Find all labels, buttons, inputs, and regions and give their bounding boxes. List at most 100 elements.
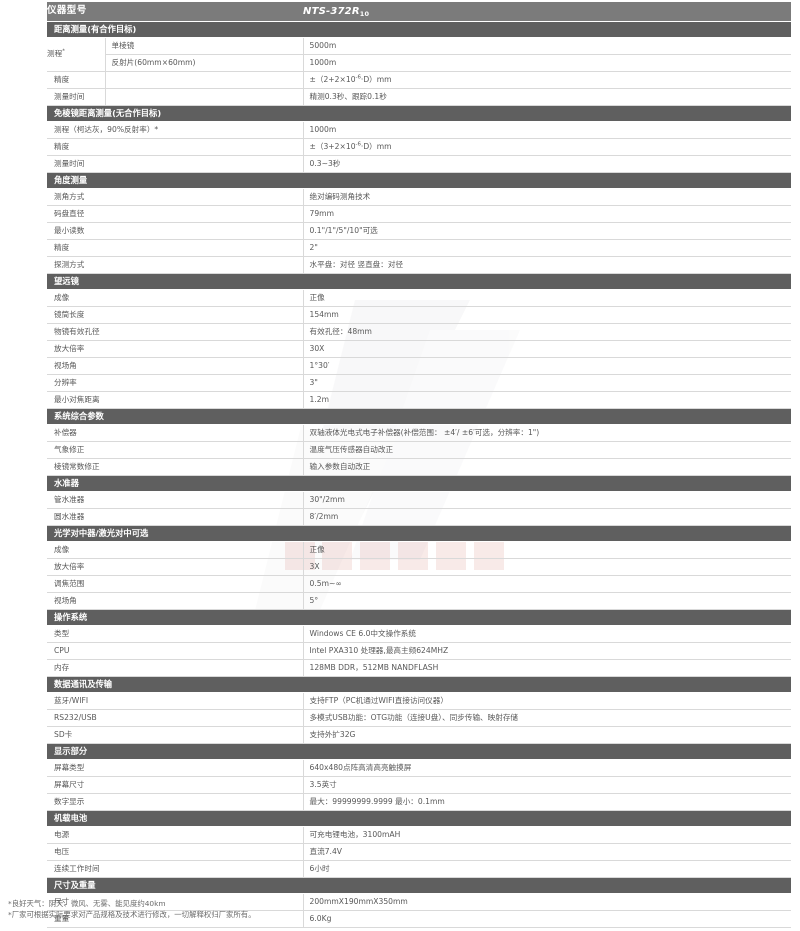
row-value: 支持FTP（PC机通过WIFI直接访问仪器） <box>303 692 792 710</box>
table-row: 放大倍率 30X <box>47 340 792 358</box>
section-header-row: 操作系统 <box>47 609 792 626</box>
row-value: 0.3~3秒 <box>303 155 792 173</box>
table-row: 测角方式 绝对编码测角技术 <box>47 188 792 206</box>
table-row: 屏幕尺寸 3.5英寸 <box>47 776 792 794</box>
table-row: 分辨率 3" <box>47 374 792 392</box>
table-row: 测程（柯达灰，90%反射率）* 1000m <box>47 121 792 139</box>
table-row: 探测方式 水平盘：对径 竖直盘：对径 <box>47 256 792 274</box>
row-value: 6.0Kg <box>303 910 792 928</box>
row-value: 2" <box>303 239 792 257</box>
section-header-row: 距离测量(有合作目标) <box>47 21 792 38</box>
table-row: 物镜有效孔径 有效孔径：48mm <box>47 323 792 341</box>
section-header-row: 水准器 <box>47 475 792 492</box>
row-sublabel <box>105 71 304 89</box>
row-label: 管水准器 <box>47 491 304 509</box>
row-value: 6小时 <box>303 860 792 878</box>
row-label: 电源 <box>47 826 304 844</box>
table-row: 精度 2" <box>47 239 792 257</box>
section-header-row: 数据通讯及传输 <box>47 676 792 693</box>
row-label: 探测方式 <box>47 256 304 274</box>
section-title: 光学对中器/激光对中可选 <box>47 525 792 542</box>
row-value: 3.5英寸 <box>303 776 792 794</box>
table-row: 尺寸 200mmX190mmX350mm <box>47 893 792 911</box>
footnote-marker: * <box>62 48 65 55</box>
row-value: 0.1"/1"/5"/10"可选 <box>303 222 792 240</box>
row-label: 物镜有效孔径 <box>47 323 304 341</box>
footnotes: *良好天气：阴天、微风、无雾、能见度约40km *厂家可根据实际要求对产品规格及技… <box>8 898 256 921</box>
row-label: 码盘直径 <box>47 205 304 223</box>
row-value: 可充电锂电池，3100mAH <box>303 826 792 844</box>
row-label: CPU <box>47 642 304 660</box>
specification-table: 仪器型号 NTS-372R10 距离测量(有合作目标) 测程* 单棱镜 5000m 反射片(… <box>47 2 792 928</box>
row-value: 精测0.3秒、跟踪0.1秒 <box>303 88 792 106</box>
row-value: 200mmX190mmX350mm <box>303 893 792 911</box>
table-row: 电压 直流7.4V <box>47 843 792 861</box>
row-value: 5000m <box>303 37 792 55</box>
section-title: 数据通讯及传输 <box>47 676 792 693</box>
table-row: 最小对焦距离 1.2m <box>47 391 792 409</box>
row-value: 水平盘：对径 竖直盘：对径 <box>303 256 792 274</box>
table-row: 圆水准器 8′/2mm <box>47 508 792 526</box>
table-row: CPU Intel PXA310 处理器,最高主频624MHZ <box>47 642 792 660</box>
row-label: 测量时间 <box>47 88 106 106</box>
row-label: 电压 <box>47 843 304 861</box>
row-label: 最小读数 <box>47 222 304 240</box>
section-title: 显示部分 <box>47 743 792 760</box>
table-row: 最小读数 0.1"/1"/5"/10"可选 <box>47 222 792 240</box>
row-value: ±（3+2×10-6·D）mm <box>303 138 792 156</box>
row-label: 测程（柯达灰，90%反射率）* <box>47 121 304 139</box>
row-value: 5° <box>303 592 792 610</box>
row-label: 镜筒长度 <box>47 306 304 324</box>
row-label: 视场角 <box>47 357 304 375</box>
row-value: 绝对编码测角技术 <box>303 188 792 206</box>
table-row: 视场角 1°30′ <box>47 357 792 375</box>
section-header-row: 免棱镜距离测量(无合作目标) <box>47 105 792 122</box>
row-value: 0.5m~∞ <box>303 575 792 593</box>
row-label: 内存 <box>47 659 304 677</box>
row-label: 棱镜常数修正 <box>47 458 304 476</box>
row-value: 1000m <box>303 54 792 72</box>
table-row: 测量时间 精测0.3秒、跟踪0.1秒 <box>47 88 792 106</box>
table-row: 棱镜常数修正 输入参数自动改正 <box>47 458 792 476</box>
table-row: SD卡 支持外扩32G <box>47 726 792 744</box>
section-title: 角度测量 <box>47 172 792 189</box>
row-label: 重量 <box>47 910 304 928</box>
row-label: 最小对焦距离 <box>47 391 304 409</box>
row-value: 1.2m <box>303 391 792 409</box>
row-value: 有效孔径：48mm <box>303 323 792 341</box>
table-row: 蓝牙/WIFI 支持FTP（PC机通过WIFI直接访问仪器） <box>47 692 792 710</box>
section-title: 操作系统 <box>47 609 792 626</box>
section-header-row: 尺寸及重量 <box>47 877 792 894</box>
row-value: 154mm <box>303 306 792 324</box>
row-value: 30"/2mm <box>303 491 792 509</box>
row-label: RS232/USB <box>47 709 304 727</box>
row-value: 79mm <box>303 205 792 223</box>
section-title: 水准器 <box>47 475 792 492</box>
row-label: 类型 <box>47 625 304 643</box>
table-row: 放大倍率 3X <box>47 558 792 576</box>
table-row: 屏幕类型 640x480点阵高清高亮触摸屏 <box>47 759 792 777</box>
row-value: 3X <box>303 558 792 576</box>
row-value: 温度气压传感器自动改正 <box>303 441 792 459</box>
table-row: 气象修正 温度气压传感器自动改正 <box>47 441 792 459</box>
row-label: 成像 <box>47 289 304 307</box>
row-value: ±（2+2×10-6·D）mm <box>303 71 792 89</box>
row-value: 128MB DDR，512MB NANDFLASH <box>303 659 792 677</box>
row-label: 测程* <box>47 37 106 72</box>
row-sublabel <box>105 88 304 106</box>
row-label: 放大倍率 <box>47 340 304 358</box>
row-sublabel: 单棱镜 <box>105 37 304 55</box>
section-header-row: 望远镜 <box>47 273 792 290</box>
table-title-row: 仪器型号 NTS-372R10 <box>47 2 792 22</box>
table-row: 成像 正像 <box>47 541 792 559</box>
row-label: 蓝牙/WIFI <box>47 692 304 710</box>
section-header-row: 光学对中器/激光对中可选 <box>47 525 792 542</box>
row-value: Intel PXA310 处理器,最高主频624MHZ <box>303 642 792 660</box>
table-row: 内存 128MB DDR，512MB NANDFLASH <box>47 659 792 677</box>
row-label: 精度 <box>47 138 304 156</box>
table-row: RS232/USB 多模式USB功能：OTG功能（连接U盘）、同步传输、映射存储 <box>47 709 792 727</box>
row-value: 多模式USB功能：OTG功能（连接U盘）、同步传输、映射存储 <box>303 709 792 727</box>
row-label: 尺寸 <box>47 893 304 911</box>
row-label: 圆水准器 <box>47 508 304 526</box>
row-value: 30X <box>303 340 792 358</box>
